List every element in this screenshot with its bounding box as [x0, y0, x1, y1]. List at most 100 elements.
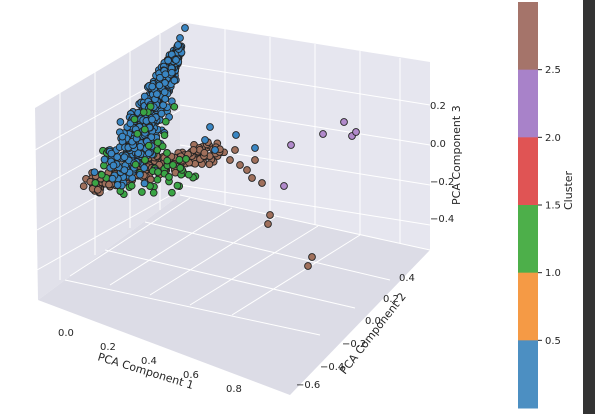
- scatter-point: [140, 179, 149, 188]
- scatter-point: [153, 90, 161, 98]
- colorbar-tick-label: 2.0: [545, 133, 561, 144]
- y-tick-label: 0.0: [365, 316, 381, 327]
- scatter-point: [130, 115, 139, 124]
- scatter-point: [164, 56, 172, 65]
- scatter-point: [184, 170, 193, 179]
- scatter-point: [131, 160, 140, 169]
- scatter-point: [100, 155, 109, 164]
- scatter-point: [176, 164, 185, 172]
- colorbar-segment: [518, 2, 538, 71]
- scatter-point: [153, 138, 162, 147]
- scatter-point: [173, 181, 182, 190]
- colorbar-tick-label: 1.5: [545, 201, 561, 212]
- colorbar-segment: [518, 272, 538, 341]
- scatter-point: [226, 156, 234, 164]
- scatter-point: [170, 76, 179, 85]
- colorbar-title: Cluster: [562, 170, 575, 210]
- scatter-point: [113, 181, 122, 189]
- colorbar-tick-label: 1.0: [545, 268, 561, 279]
- x-tick-label: 0.2: [100, 342, 116, 353]
- scatter-points: [79, 24, 360, 270]
- scatter-point: [90, 168, 99, 177]
- scatter-point: [175, 155, 184, 164]
- scatter-point: [153, 175, 162, 184]
- scatter-point: [251, 156, 259, 164]
- grid-line-back-h-0: [179, 64, 431, 106]
- scatter-point: [158, 142, 167, 151]
- scatter-point: [141, 156, 149, 164]
- scatter-point: [340, 118, 348, 126]
- scatter-point: [140, 164, 149, 172]
- scatter-point: [146, 175, 155, 184]
- grid-line-left-h-3: [36, 189, 181, 271]
- colorbar-ticks: 0.5 1.0 1.5 2.0 2.5: [538, 65, 561, 347]
- scatter-point: [133, 129, 142, 138]
- z-tick-label: −0.2: [430, 177, 454, 188]
- grid-line-floor-b-2: [149, 216, 276, 296]
- scatter-point: [266, 211, 274, 219]
- scatter-point: [264, 220, 272, 228]
- back-pane: [180, 22, 430, 250]
- colorbar-tick-label: 2.5: [545, 65, 561, 76]
- scatter-point: [174, 41, 182, 49]
- grid-line-floor-a-3: [179, 194, 431, 251]
- scatter-point: [140, 125, 149, 134]
- scatter-point: [79, 182, 88, 191]
- y-tick-label: −0.4: [320, 362, 344, 373]
- scatter-point: [116, 118, 125, 126]
- scatter-point: [206, 123, 214, 131]
- grid-line-floor-b-4: [231, 234, 361, 316]
- scatter-point: [176, 34, 184, 42]
- grid-line-floor-a-1: [104, 249, 356, 309]
- z-tick-label: −0.4: [430, 214, 454, 225]
- scatter-point: [319, 130, 327, 138]
- colorbar-segment: [518, 205, 538, 274]
- grid-line-floor-b-1: [109, 207, 233, 286]
- floor-pane: [38, 195, 430, 395]
- grid-line-floor-b-0: [69, 197, 191, 277]
- scatter-point: [154, 168, 162, 176]
- scatter-point: [205, 160, 214, 169]
- scatter-point: [144, 141, 153, 150]
- scatter-point: [231, 146, 239, 154]
- scatter-point: [120, 153, 129, 162]
- y-tick-label: 0.2: [383, 294, 399, 305]
- scatter-point: [167, 68, 176, 77]
- z-tick-label: 0.0: [430, 139, 446, 150]
- grid-line-back-h-3: [179, 184, 431, 226]
- x-tick-label: 0.8: [226, 384, 242, 395]
- scatter-point: [165, 173, 173, 181]
- colorbar-segment: [518, 137, 538, 206]
- y-tick-label: −0.6: [296, 380, 320, 391]
- scatter-point: [201, 136, 209, 144]
- scatter-point: [118, 132, 127, 141]
- scatter-point: [109, 161, 118, 170]
- scatter-point: [160, 88, 169, 97]
- scatter-point: [148, 82, 157, 91]
- scatter-point: [159, 101, 168, 110]
- scatter-point: [127, 181, 136, 190]
- scatter-point: [189, 146, 198, 154]
- scatter-point: [148, 115, 156, 124]
- panes: [35, 22, 430, 395]
- scatter-point: [139, 108, 148, 117]
- scatter-point: [138, 188, 146, 196]
- scatter-point: [169, 161, 177, 169]
- scatter-point: [248, 174, 256, 182]
- scatter-point: [243, 166, 251, 174]
- scatter-point: [149, 188, 158, 197]
- x-tick-label: 0.6: [183, 370, 199, 381]
- scatter-point: [181, 24, 189, 32]
- scatter-point: [280, 182, 288, 190]
- scatter-point: [287, 141, 295, 149]
- colorbar-segment: [518, 69, 538, 138]
- scatter-point: [156, 73, 164, 82]
- scatter-point: [105, 180, 113, 189]
- grid-line-floor-a-0: [64, 279, 321, 336]
- scatter-point: [304, 262, 312, 270]
- scatter-point: [160, 131, 169, 140]
- scatter-point: [211, 146, 219, 154]
- y-tick-label: 0.4: [399, 273, 415, 284]
- scatter-point: [258, 179, 266, 187]
